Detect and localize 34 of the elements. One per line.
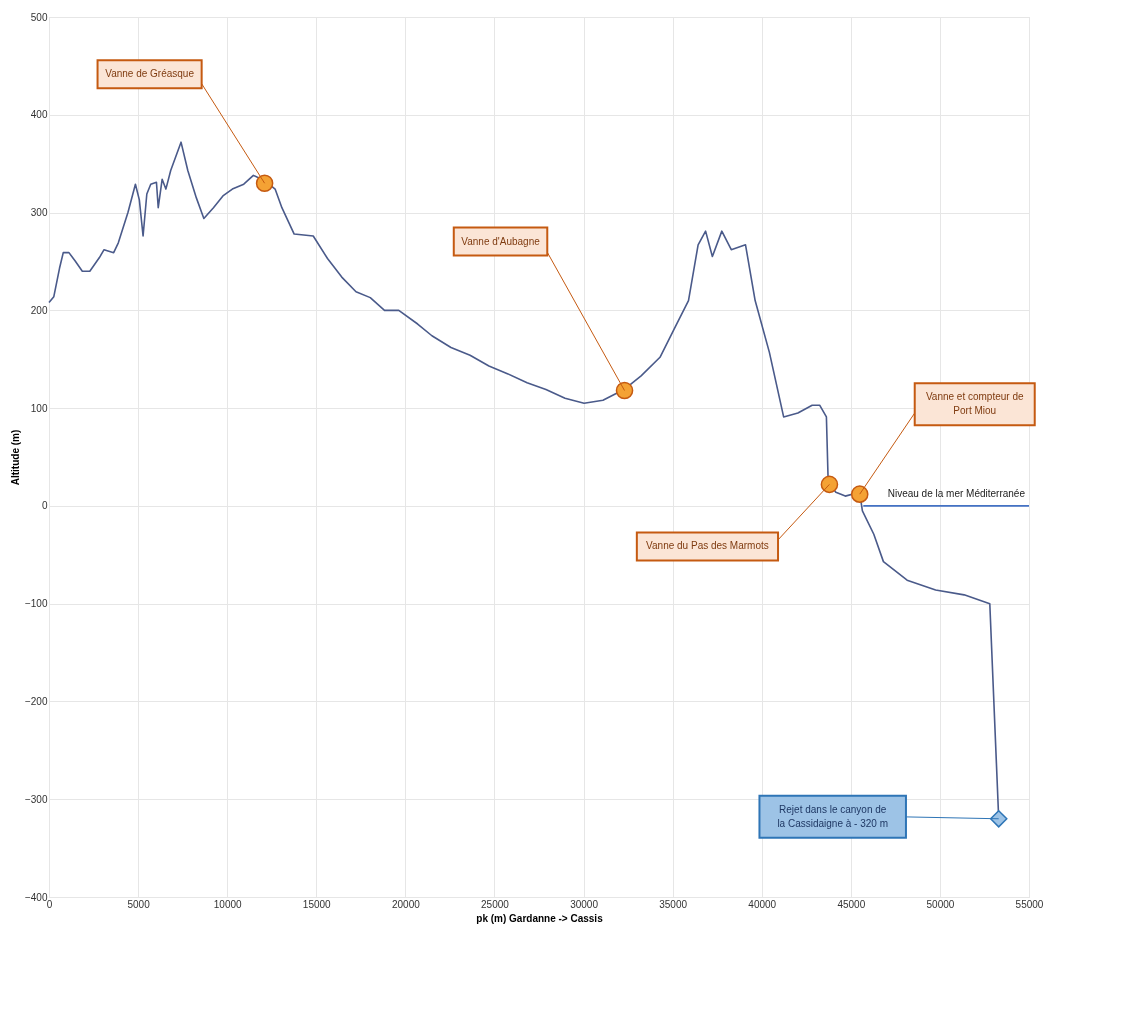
y-tick-label: 400 <box>30 109 48 121</box>
y-tick-label: −200 <box>24 695 48 707</box>
y-tick-label: 500 <box>30 11 48 23</box>
annotation: Vanne du Pas des Marmots <box>646 540 769 552</box>
x-tick-label: 5000 <box>127 898 151 910</box>
x-axis-title: pk (m) Gardanne -> Cassis <box>476 912 604 924</box>
y-tick-label: −300 <box>24 793 48 805</box>
x-tick-label: 15000 <box>302 898 332 910</box>
x-tick-label: 50000 <box>926 898 955 910</box>
y-axis-title: Altitude (m) <box>9 429 21 486</box>
y-tick-label: −400 <box>24 891 48 903</box>
annotation: Vanne d'Aubagne <box>461 235 541 247</box>
y-tick-label: −100 <box>24 598 48 610</box>
point <box>615 381 634 400</box>
y-tick-label: 0 <box>41 500 48 512</box>
y-tick-label: 200 <box>30 304 48 316</box>
point <box>820 475 839 494</box>
y-tick-label: 300 <box>30 207 48 219</box>
x-tick-label: 55000 <box>1015 898 1044 910</box>
x-tick-label: 25000 <box>481 898 510 910</box>
point <box>255 174 274 193</box>
x-tick-label: 40000 <box>748 898 777 910</box>
x-tick-label: 30000 <box>570 898 599 910</box>
annotation: Rejet dans le canyon de la Cassidaigne à - 320 m <box>777 803 889 829</box>
x-tick-label: 45000 <box>837 898 866 910</box>
point <box>989 809 1008 828</box>
x-tick-label: 10000 <box>213 898 243 910</box>
x-tick-label: 20000 <box>391 898 421 910</box>
y-tick-label: 100 <box>30 402 48 414</box>
x-tick-label: 35000 <box>659 898 688 910</box>
point <box>850 485 869 503</box>
annotation: Vanne et compteur de Port Miou <box>925 391 1024 417</box>
series-label: Niveau de la mer Méditerranée <box>887 487 1026 499</box>
annotation: Vanne de Gréasque <box>105 68 195 80</box>
